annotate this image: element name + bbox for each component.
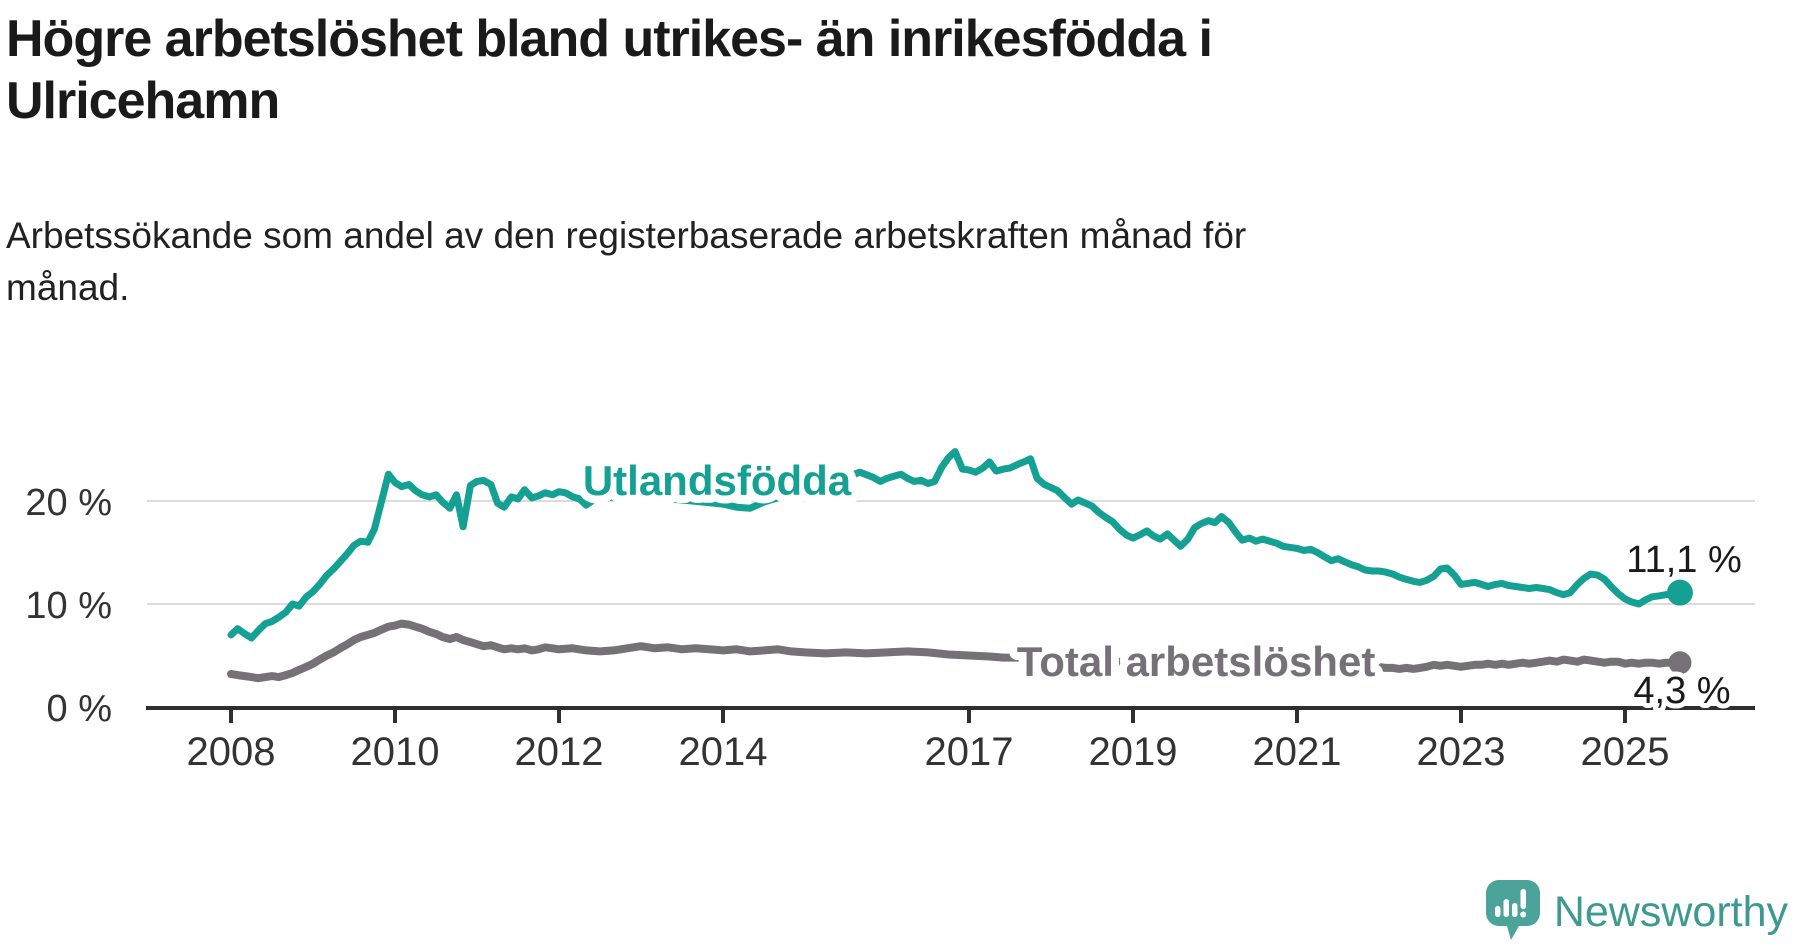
newsworthy-logo: Newsworthy xyxy=(1485,880,1788,942)
x-tick-label-2021: 2021 xyxy=(1253,730,1342,774)
mini-barchart-glyph xyxy=(1494,889,1527,918)
x-tick-label-2014: 2014 xyxy=(679,730,768,774)
x-tick-label-2019: 2019 xyxy=(1089,730,1178,774)
x-tick-label-2017: 2017 xyxy=(925,730,1014,774)
series-end-label-total: 4,3 % xyxy=(1633,670,1730,712)
x-tick-label-2008: 2008 xyxy=(187,730,276,774)
series-end-dot-utlandsfodda xyxy=(1666,579,1693,606)
newsworthy-speech-bubble-barchart-icon xyxy=(1485,880,1540,940)
series-line-total xyxy=(227,619,1684,683)
x-tick-label-2010: 2010 xyxy=(351,730,440,774)
series-label-utlandsfodda: Utlandsfödda xyxy=(583,457,852,504)
title-line-2: Ulricehamn xyxy=(6,72,280,130)
subtitle-line-2: månad. xyxy=(6,267,130,308)
chart-subtitle: Arbetssökande som andel av den registerb… xyxy=(6,210,1706,314)
y-tick-label-20: 20 % xyxy=(25,482,112,524)
x-tick-label-2012: 2012 xyxy=(515,730,604,774)
series-end-label-utlandsfodda: 11,1 % xyxy=(1626,539,1741,581)
title-line-1: Högre arbetslöshet bland utrikes- än inr… xyxy=(6,10,1213,68)
subtitle-line-1: Arbetssökande som andel av den registerb… xyxy=(6,215,1247,256)
y-tick-label-0: 0 % xyxy=(47,688,112,730)
x-tick-label-2023: 2023 xyxy=(1417,730,1506,774)
page-title: Högre arbetslöshet bland utrikes- än inr… xyxy=(6,8,1706,132)
series-line-utlandsfodda xyxy=(227,448,1684,642)
series-end-dot-total xyxy=(1668,651,1692,675)
y-tick-label-10: 10 % xyxy=(25,585,112,627)
series-label-total: Total arbetslöshet xyxy=(1017,638,1376,685)
x-tick-label-2025: 2025 xyxy=(1581,730,1670,774)
newsworthy-wordmark: Newsworthy xyxy=(1553,888,1788,936)
